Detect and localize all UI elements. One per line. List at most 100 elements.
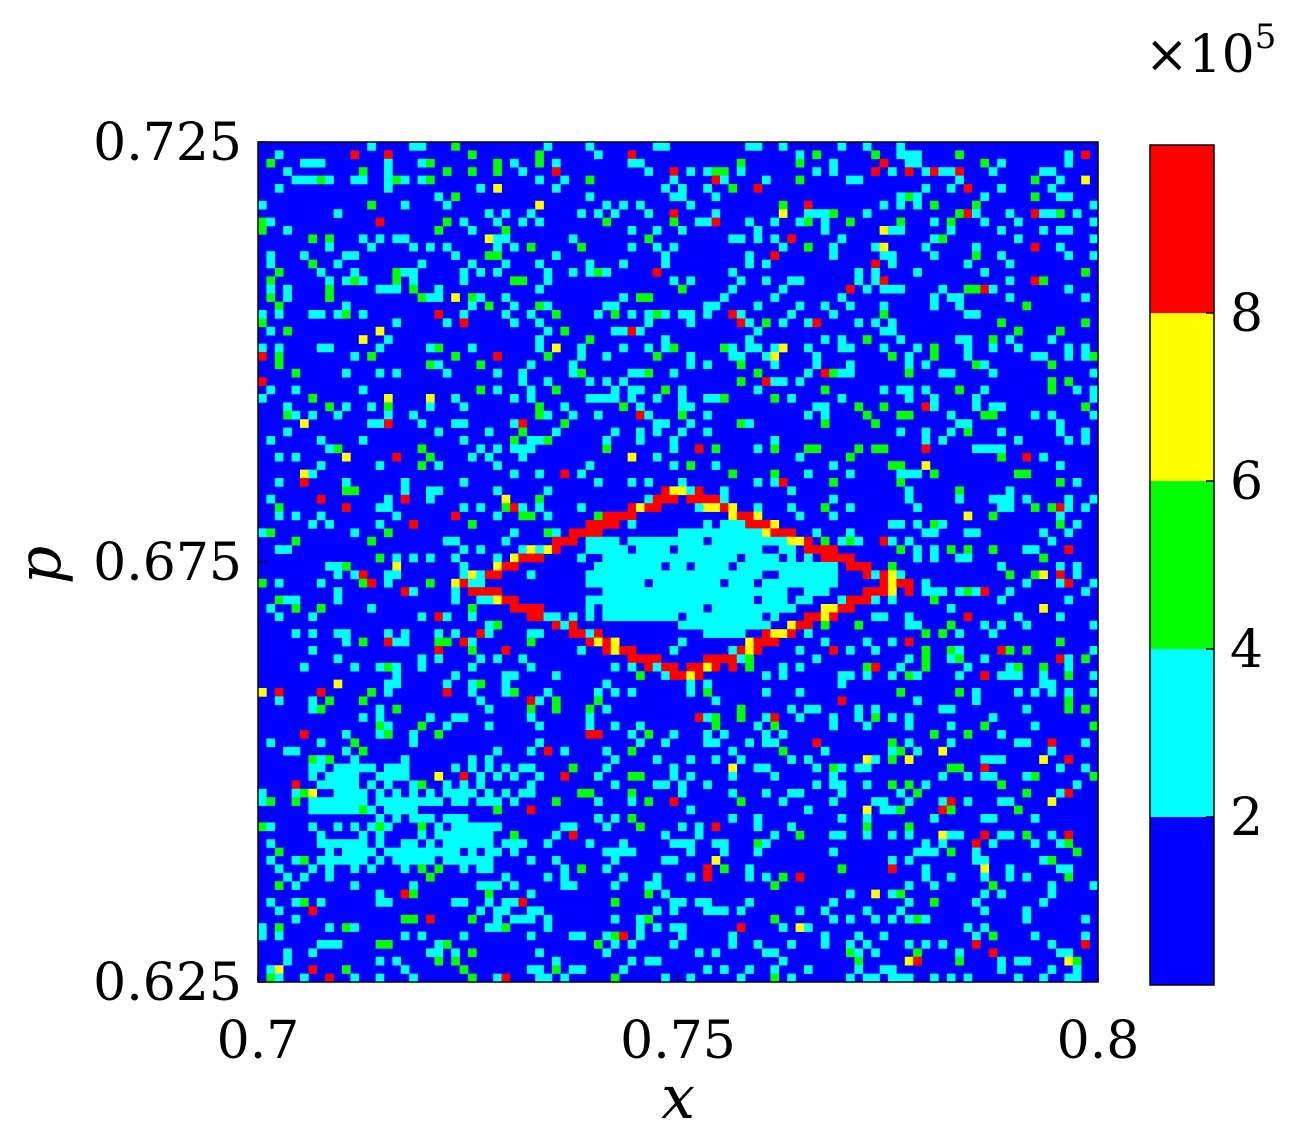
heatmap-cell [518,427,528,437]
heatmap-cell [526,612,544,622]
heatmap-cell [1081,352,1090,361]
heatmap-cell [526,662,536,672]
heatmap-cell [678,410,687,420]
heatmap-cell [510,688,519,697]
heatmap-cell [384,688,393,697]
heatmap-cell [325,276,334,286]
heatmap-cell [988,881,998,890]
heatmap-cell [904,394,914,403]
heatmap-cell [535,217,544,227]
heatmap-cell [1089,494,1099,504]
heatmap-cell [409,587,418,596]
heatmap-cell [325,847,334,857]
heatmap-cell [451,142,460,151]
heatmap-cell [316,175,326,185]
heatmap-cell [829,310,838,319]
heatmap-cell [804,629,813,638]
heatmap-cell [854,276,864,286]
heatmap-cell [778,671,788,680]
heatmap-cell [552,536,578,546]
heatmap-cell [636,721,645,731]
heatmap-cell [888,780,897,790]
heatmap-cell [669,562,687,571]
heatmap-cell [661,335,670,344]
heatmap-cell [510,394,519,403]
heatmap-cell [904,360,914,370]
heatmap-cell [1056,788,1065,798]
heatmap-cell [888,864,897,874]
heatmap-cell [644,730,654,739]
heatmap-cell [417,654,427,664]
heatmap-cell [736,377,746,386]
heatmap-cell [778,730,788,739]
heatmap-cell [434,822,444,832]
heatmap-cell [266,259,276,269]
heatmap-cell [451,797,469,806]
heatmap-cell [955,671,964,680]
heatmap-cell [342,276,351,286]
heatmap-cell [1014,805,1023,815]
heatmap-cell [980,654,990,664]
heatmap-cell [820,217,830,227]
heatmap-cell [1022,830,1032,840]
heatmap-cell [888,226,906,235]
heatmap-cell [358,385,368,395]
heatmap-cell [535,259,544,269]
heatmap-cell [770,234,780,244]
heatmap-cell [308,696,318,706]
heatmap-cell [1030,242,1040,252]
heatmap-cell [913,343,922,353]
heatmap-cell [686,872,696,882]
heatmap-cell [258,931,267,941]
heatmap-cell [400,587,410,596]
heatmap-cell [997,730,1006,739]
heatmap-cell [678,788,687,798]
heatmap-cell [846,469,855,479]
heatmap-cell [258,318,267,328]
heatmap-cell [1081,343,1090,353]
heatmap-cell [417,259,427,269]
heatmap-cell [997,251,1006,260]
heatmap-cell [442,200,452,210]
heatmap-cell [728,284,738,294]
heatmap-cell [879,158,889,168]
heatmap-cell [619,377,628,386]
heatmap-cell [778,209,788,218]
heatmap-cell [484,427,494,437]
heatmap-cell [560,973,570,983]
heatmap-cell [1047,738,1057,748]
heatmap-cell [753,234,763,244]
heatmap-cell [980,763,990,773]
heatmap-cell [610,637,620,647]
heatmap-cell [602,746,612,756]
heatmap-cell [316,839,368,848]
heatmap-cell [409,780,418,790]
heatmap-cell [879,326,897,336]
heatmap-cell [963,427,973,437]
heatmap-cell [652,872,662,882]
heatmap-cell [476,864,494,874]
heatmap-cell [1089,251,1099,260]
heatmap-cell [997,965,1006,974]
heatmap-cell [854,620,864,630]
heatmap-cell [904,830,914,840]
heatmap-cell [980,923,990,932]
heatmap-cell [291,914,301,924]
heatmap-cell [1056,578,1065,588]
heatmap-cell [518,368,528,378]
heatmap-cell [594,310,603,319]
heatmap-cell [535,503,544,512]
heatmap-cell [627,326,637,336]
heatmap-cell [711,839,729,848]
colorbar-segment [1150,145,1214,313]
heatmap-cell [997,318,1006,328]
heatmap-cell [1030,772,1040,781]
heatmap-cell [736,511,754,521]
heatmap-cell [988,839,998,848]
heatmap-cell [568,763,578,773]
heatmap-cell [1064,956,1074,966]
heatmap-cell [644,209,654,218]
heatmap-cell [871,570,880,580]
heatmap-cell [1089,217,1099,227]
heatmap-cell [1081,402,1090,412]
